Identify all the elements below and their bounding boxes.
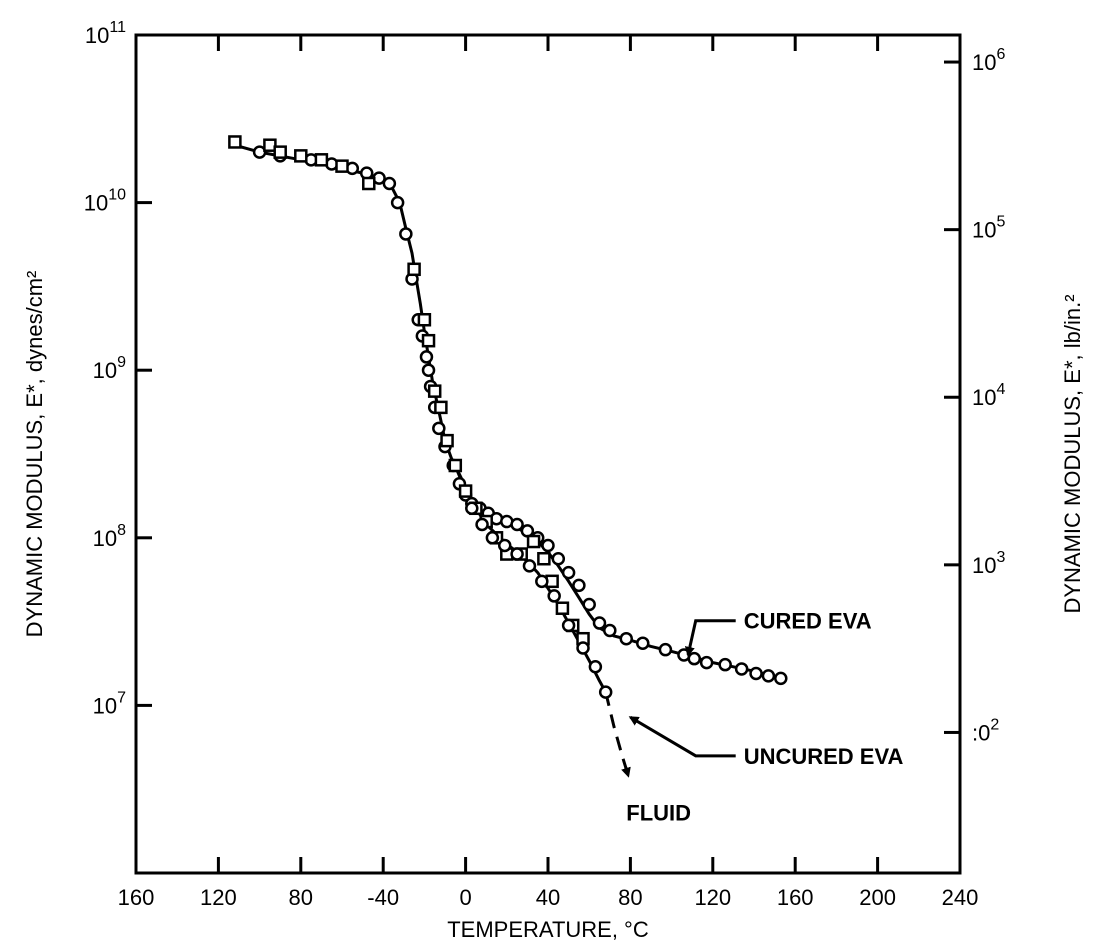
data-point-circle bbox=[718, 657, 732, 672]
curve-cured-eva bbox=[234, 143, 782, 680]
data-point-circle bbox=[520, 524, 535, 538]
data-point-circle bbox=[699, 655, 714, 670]
data-point-square bbox=[335, 159, 349, 173]
annotation-label: CURED EVA bbox=[744, 609, 872, 634]
y-right-tick-label: 105 bbox=[972, 214, 1005, 243]
y-right-tick-labels: 106 105 104 103 :02 bbox=[972, 46, 1005, 745]
x-tick-label: 160 bbox=[777, 885, 814, 910]
data-point-square bbox=[555, 601, 570, 615]
data-point-square bbox=[427, 384, 442, 398]
data-point-circle bbox=[485, 531, 500, 545]
data-point-square bbox=[537, 551, 551, 566]
data-point-circle bbox=[598, 685, 613, 699]
x-tick-label: -40 bbox=[367, 885, 399, 910]
x-tick-label: 0 bbox=[459, 885, 471, 910]
data-point-circle bbox=[390, 195, 405, 210]
data-point-circle bbox=[399, 227, 413, 241]
data-point-square bbox=[448, 458, 463, 473]
data-point-circle bbox=[419, 350, 434, 364]
x-tick-label: 240 bbox=[942, 885, 979, 910]
data-point-circle bbox=[475, 517, 489, 532]
annotation-arrow bbox=[628, 715, 736, 758]
y-left-tick-labels: 1011 1010 109 108 107 bbox=[84, 19, 126, 718]
data-point-square bbox=[526, 534, 541, 549]
y-left-tick-label: 1010 bbox=[84, 187, 126, 216]
data-point-circle bbox=[547, 589, 561, 603]
data-point-circle bbox=[761, 669, 776, 683]
data-point-square bbox=[294, 149, 308, 163]
x-tick-label: 80 bbox=[289, 885, 313, 910]
y-right-tick-label: :02 bbox=[972, 716, 999, 745]
x-tick-label: 120 bbox=[200, 885, 237, 910]
data-point-square bbox=[458, 484, 473, 498]
y-right-axis-title: DYNAMIC MODULUS, E*, lb/in.² bbox=[1060, 294, 1085, 613]
data-point-square bbox=[314, 153, 329, 167]
data-point-circle bbox=[432, 421, 446, 436]
data-point-circle bbox=[582, 597, 596, 612]
data-point-circle bbox=[421, 363, 436, 377]
y-left-tick-label: 107 bbox=[93, 689, 126, 718]
data-point-circle bbox=[382, 176, 397, 191]
data-point-square bbox=[263, 138, 277, 152]
data-point-circle bbox=[603, 623, 617, 638]
y-left-tick-label: 108 bbox=[93, 522, 126, 551]
data-point-square bbox=[417, 312, 432, 327]
data-point-circle bbox=[572, 578, 586, 593]
data-point-circle bbox=[774, 671, 788, 686]
data-point-square bbox=[273, 145, 287, 159]
data-point-circle bbox=[522, 559, 537, 573]
data-point-circle bbox=[592, 616, 607, 630]
x-tick-label: 160 bbox=[118, 885, 155, 910]
annotation-arrow bbox=[684, 619, 736, 657]
data-point-circle bbox=[510, 517, 524, 532]
data-point-circle bbox=[636, 636, 650, 650]
x-axis-title: TEMPERATURE, °C bbox=[447, 917, 649, 942]
data-point-square bbox=[228, 135, 242, 149]
data-point-circle bbox=[734, 662, 749, 676]
x-tick-label: 40 bbox=[536, 885, 560, 910]
x-tick-label: 120 bbox=[694, 885, 731, 910]
axis-ticks bbox=[134, 33, 962, 875]
data-point-circle bbox=[687, 651, 702, 666]
fitted-curves bbox=[234, 143, 782, 778]
data-point-circle bbox=[658, 642, 673, 657]
y-right-tick-label: 103 bbox=[972, 549, 1005, 578]
data-point-circle bbox=[465, 501, 479, 516]
annotation-label: UNCURED EVA bbox=[744, 744, 904, 769]
data-point-square bbox=[407, 262, 421, 277]
data-point-circle bbox=[588, 660, 603, 674]
annotation-label: FLUID bbox=[626, 800, 691, 825]
data-point-circle bbox=[576, 641, 590, 655]
y-left-tick-label: 109 bbox=[93, 354, 126, 383]
x-tick-labels: 160 120 80 -40 0 40 80 120 160 200 240 bbox=[118, 885, 979, 910]
y-left-tick-label: 1011 bbox=[85, 19, 126, 48]
data-point-circle bbox=[252, 145, 267, 159]
data-point-circle bbox=[497, 538, 512, 553]
data-point-square bbox=[421, 333, 436, 348]
data-point-circle bbox=[561, 565, 576, 580]
data-point-circle bbox=[749, 666, 763, 681]
data-point-circle bbox=[561, 618, 576, 633]
data-point-circle bbox=[619, 631, 634, 646]
y-left-axis-title: DYNAMIC MODULUS, E*, dynes/cm² bbox=[22, 271, 47, 638]
data-point-circle bbox=[551, 551, 566, 566]
data-point-circle bbox=[535, 574, 549, 589]
y-right-tick-label: 106 bbox=[972, 46, 1005, 75]
data-point-square bbox=[440, 433, 454, 448]
x-tick-label: 200 bbox=[859, 885, 896, 910]
data-point-square bbox=[362, 176, 376, 191]
x-tick-label: 80 bbox=[618, 885, 642, 910]
curve-fluid bbox=[604, 691, 631, 778]
y-right-tick-label: 104 bbox=[972, 381, 1005, 410]
data-point-circle bbox=[541, 538, 555, 553]
data-point-circle bbox=[510, 547, 524, 561]
data-points bbox=[228, 135, 788, 699]
curve-uncured-eva bbox=[453, 464, 608, 693]
annotations: CURED EVA UNCURED EVA FLUID bbox=[626, 609, 903, 826]
data-point-square bbox=[434, 400, 448, 415]
